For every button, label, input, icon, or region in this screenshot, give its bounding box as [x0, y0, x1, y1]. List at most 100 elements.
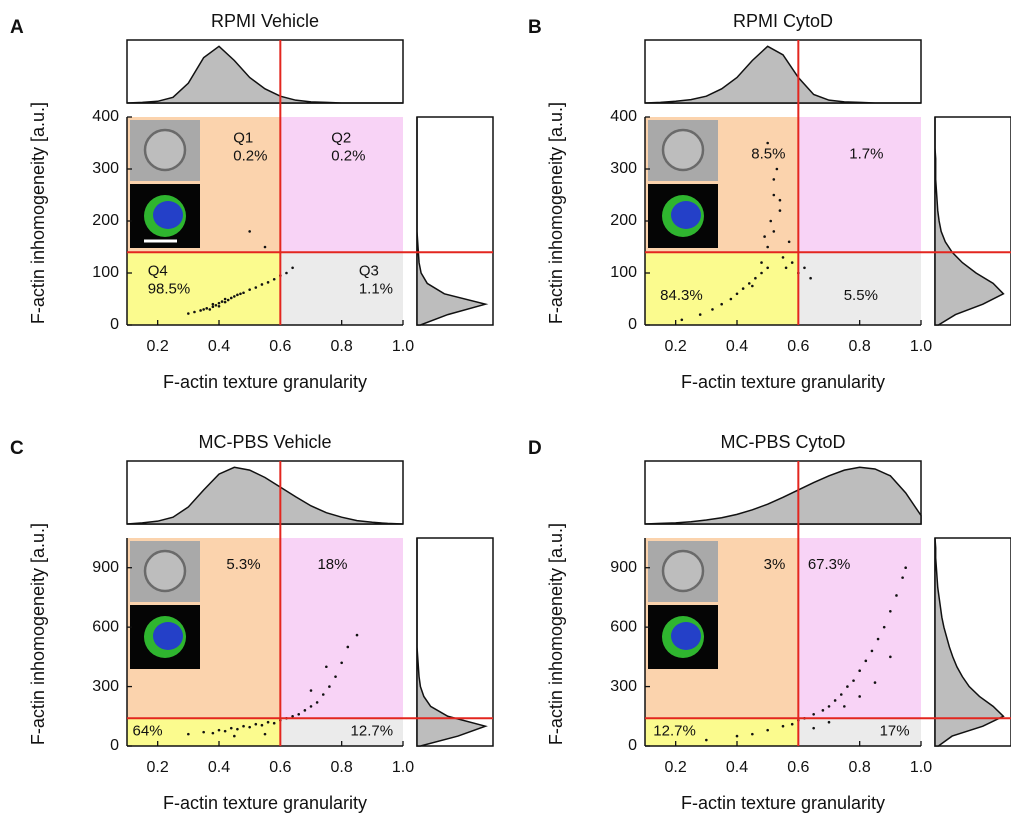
point [766, 728, 769, 732]
y-tick-label: 0 [110, 737, 119, 754]
panel-title: RPMI CytoD [733, 11, 833, 31]
y-tick-label: 300 [92, 160, 119, 177]
point [193, 310, 196, 314]
point [889, 609, 892, 613]
point [778, 209, 782, 212]
point [769, 219, 773, 223]
x-density [644, 45, 921, 104]
y-tick-label: 200 [610, 212, 637, 229]
point [355, 633, 359, 637]
quadrant-percentage: 17% [880, 722, 910, 739]
point [217, 304, 221, 308]
point [747, 282, 751, 285]
x-axis-label: F-actin texture granularity [163, 793, 367, 813]
x-tick-label: 0.4 [208, 338, 230, 355]
point [220, 300, 224, 303]
x-tick-label: 0.4 [726, 338, 748, 355]
point [760, 271, 763, 275]
point [827, 720, 831, 724]
panel-title: RPMI Vehicle [211, 11, 319, 31]
x-axis-label: F-actin texture granularity [681, 372, 885, 392]
x-tick-label: 0.6 [787, 338, 809, 355]
x-density [126, 45, 403, 104]
point [309, 705, 313, 708]
quadrant-region [798, 117, 921, 253]
point [260, 283, 264, 286]
x-tick-label: 1.0 [392, 338, 414, 355]
point [720, 302, 723, 306]
point [321, 693, 325, 696]
point [763, 235, 766, 238]
point [833, 699, 837, 702]
point [223, 300, 227, 304]
quadrant-percentage: 1.7% [849, 145, 883, 162]
point [904, 566, 907, 570]
x-tick-label: 0.8 [331, 759, 353, 776]
point [223, 297, 227, 301]
point [729, 297, 733, 301]
point [242, 724, 245, 728]
quadrant-name: Q2 [331, 129, 351, 146]
point [781, 724, 785, 728]
point [812, 713, 815, 716]
y-tick-label: 0 [628, 316, 637, 333]
point [233, 295, 236, 298]
brightfield-cell [661, 128, 705, 172]
quadrant-percentage: 5.3% [226, 556, 260, 573]
quadrant-region [798, 538, 921, 719]
point [272, 277, 276, 281]
panel-letter: C [10, 438, 24, 459]
point [790, 261, 794, 264]
point [211, 305, 215, 309]
x-tick-label: 0.2 [665, 759, 687, 776]
point [266, 281, 270, 284]
point [248, 725, 251, 729]
point [778, 198, 782, 202]
point [766, 141, 769, 145]
point [202, 308, 205, 311]
point [839, 693, 843, 696]
point [217, 301, 221, 305]
point [205, 307, 209, 310]
x-tick-label: 0.8 [849, 759, 871, 776]
point [229, 296, 233, 300]
y-tick-label: 300 [610, 160, 637, 177]
y-axis-label: F-actin inhomogeneity [a.u.] [28, 523, 48, 745]
point [217, 728, 221, 732]
point [751, 284, 754, 288]
quadrant-region [280, 538, 403, 719]
point [827, 705, 831, 708]
point [741, 287, 745, 290]
quadrant-percentage: 1.1% [359, 281, 393, 298]
quadrant-percentage: 8.5% [751, 145, 785, 162]
point [772, 178, 776, 181]
y-tick-label: 400 [92, 108, 119, 125]
point [325, 665, 328, 669]
y-density [416, 117, 489, 326]
point [233, 734, 236, 738]
point [328, 685, 331, 688]
x-tick-label: 1.0 [910, 338, 932, 355]
point [864, 659, 868, 663]
point [698, 313, 702, 316]
x-tick-label: 1.0 [910, 759, 932, 776]
point [790, 722, 794, 726]
x-tick-label: 0.6 [269, 338, 291, 355]
y-tick-label: 0 [628, 737, 637, 754]
cell-images [130, 541, 200, 669]
quadrant-region [127, 252, 281, 325]
point [266, 720, 270, 724]
panel-letter: B [528, 17, 542, 38]
quadrant-percentage: 67.3% [808, 556, 851, 573]
x-tick-label: 0.6 [787, 759, 809, 776]
point [291, 266, 294, 270]
point [852, 679, 855, 682]
x-tick-label: 0.6 [269, 759, 291, 776]
y-tick-label: 300 [92, 678, 119, 695]
point [260, 723, 264, 727]
quadrant-percentage: 12.7% [653, 722, 696, 739]
panel: 3% 67.3% 17% 12.7% 0.2 0.4 0.6 0.8 1.0 0 300 600 900… [528, 432, 1011, 813]
point [751, 732, 754, 736]
point [787, 240, 791, 244]
point [187, 312, 190, 315]
